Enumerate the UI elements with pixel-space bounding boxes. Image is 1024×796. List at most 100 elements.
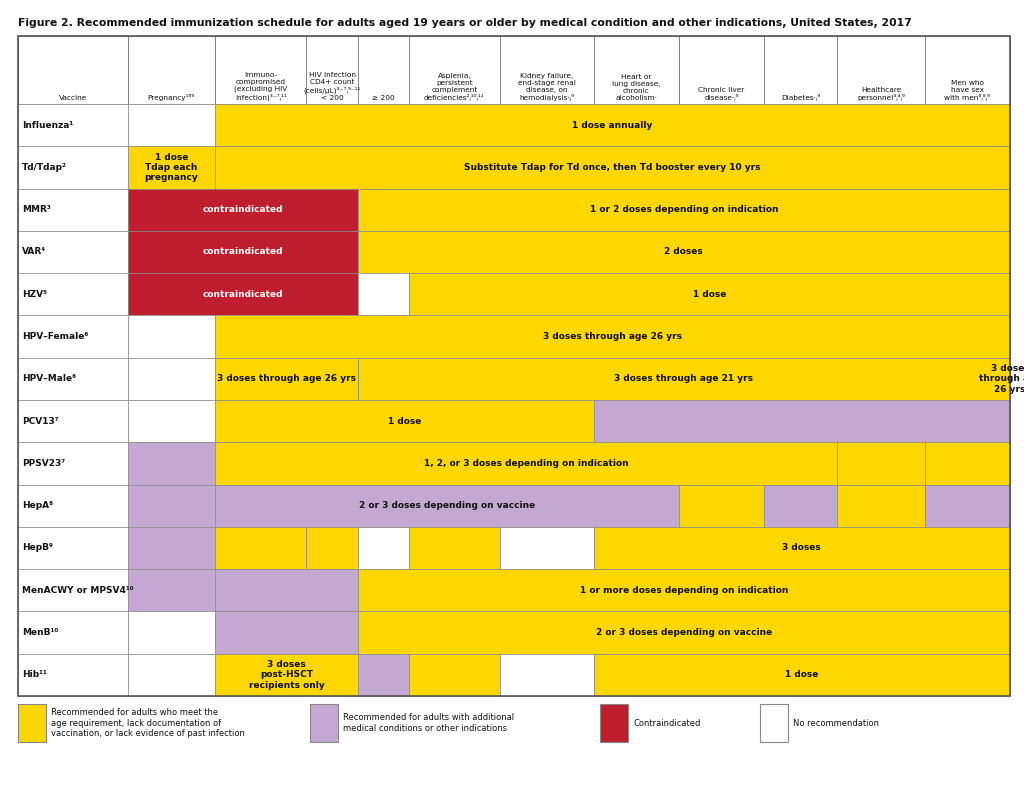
Text: Td/Tdap²: Td/Tdap² bbox=[22, 163, 67, 172]
Text: Pregnancy¹⁶⁹: Pregnancy¹⁶⁹ bbox=[147, 94, 195, 101]
Text: 3 doses through age 21 yrs: 3 doses through age 21 yrs bbox=[614, 374, 754, 384]
Bar bbox=[925, 36, 1010, 104]
Bar bbox=[128, 400, 215, 443]
Bar bbox=[215, 36, 306, 104]
Bar bbox=[18, 36, 1010, 696]
Text: 1 dose
Tdap each
pregnancy: 1 dose Tdap each pregnancy bbox=[144, 153, 199, 182]
Bar bbox=[18, 146, 128, 189]
Bar bbox=[18, 485, 128, 527]
Text: 3 doses through age 26 yrs: 3 doses through age 26 yrs bbox=[543, 332, 682, 341]
Bar bbox=[128, 189, 357, 231]
Bar bbox=[128, 231, 357, 273]
Text: 3 doses
post-HSCT
recipients only: 3 doses post-HSCT recipients only bbox=[249, 660, 325, 690]
Bar bbox=[838, 36, 925, 104]
Bar bbox=[215, 400, 594, 443]
Bar bbox=[128, 485, 215, 527]
Bar bbox=[128, 104, 215, 146]
Text: PCV13⁷: PCV13⁷ bbox=[22, 416, 58, 426]
Text: Contraindicated: Contraindicated bbox=[633, 719, 700, 728]
Bar bbox=[500, 654, 594, 696]
Text: 2 or 3 doses depending on vaccine: 2 or 3 doses depending on vaccine bbox=[596, 628, 772, 637]
Bar bbox=[764, 36, 838, 104]
Bar bbox=[215, 443, 838, 485]
Text: No recommendation: No recommendation bbox=[793, 719, 879, 728]
Bar bbox=[594, 400, 1010, 443]
Bar bbox=[18, 704, 46, 742]
Bar bbox=[128, 146, 215, 189]
Bar bbox=[128, 611, 215, 654]
Text: Diabetes·ⱼ⁹: Diabetes·ⱼ⁹ bbox=[781, 94, 820, 101]
Text: HPV–Female⁶: HPV–Female⁶ bbox=[22, 332, 88, 341]
Bar bbox=[838, 443, 925, 485]
Bar bbox=[679, 485, 764, 527]
Text: contraindicated: contraindicated bbox=[203, 290, 283, 298]
Text: MenACWY or MPSV4¹⁰: MenACWY or MPSV4¹⁰ bbox=[22, 586, 133, 595]
Bar bbox=[215, 485, 679, 527]
Text: Heart or
lung disease,
chronic
alcoholism·: Heart or lung disease, chronic alcoholis… bbox=[612, 74, 660, 101]
Bar bbox=[18, 569, 128, 611]
Text: Influenza¹: Influenza¹ bbox=[22, 121, 74, 130]
Text: HZV⁵: HZV⁵ bbox=[22, 290, 47, 298]
Bar bbox=[306, 527, 357, 569]
Bar bbox=[357, 527, 409, 569]
Text: Asplenia,
persistent
complement
deficiencies²ⱼ¹⁰ⱼ¹¹: Asplenia, persistent complement deficien… bbox=[424, 72, 484, 101]
Bar bbox=[128, 36, 215, 104]
Bar bbox=[215, 104, 1010, 146]
Text: HPV–Male⁶: HPV–Male⁶ bbox=[22, 374, 76, 384]
Text: 1 dose annually: 1 dose annually bbox=[572, 121, 652, 130]
Bar bbox=[215, 654, 357, 696]
Text: MMR³: MMR³ bbox=[22, 205, 51, 214]
Bar bbox=[215, 527, 306, 569]
Bar bbox=[18, 611, 128, 654]
Bar bbox=[128, 273, 357, 315]
Text: 2 doses: 2 doses bbox=[665, 248, 703, 256]
Bar bbox=[679, 36, 764, 104]
Text: HepA⁸: HepA⁸ bbox=[22, 501, 53, 510]
Bar bbox=[409, 36, 500, 104]
Bar bbox=[600, 704, 628, 742]
Text: 1 dose: 1 dose bbox=[785, 670, 818, 679]
Bar bbox=[760, 704, 788, 742]
Text: 1, 2, or 3 doses depending on indication: 1, 2, or 3 doses depending on indication bbox=[424, 459, 629, 468]
Bar bbox=[215, 569, 357, 611]
Text: Men who
have sex
with men⁶ⱼ⁸ⱼ⁹: Men who have sex with men⁶ⱼ⁸ⱼ⁹ bbox=[944, 80, 990, 101]
Text: PPSV23⁷: PPSV23⁷ bbox=[22, 459, 66, 468]
Bar bbox=[594, 527, 1010, 569]
Text: 1 or 2 doses depending on indication: 1 or 2 doses depending on indication bbox=[590, 205, 778, 214]
Bar bbox=[18, 443, 128, 485]
Bar bbox=[215, 611, 357, 654]
Text: 3 doses through age 26 yrs: 3 doses through age 26 yrs bbox=[217, 374, 356, 384]
Bar bbox=[128, 315, 215, 357]
Text: 3 doses
through age
26 yrs: 3 doses through age 26 yrs bbox=[979, 364, 1024, 394]
Bar bbox=[18, 315, 128, 357]
Bar bbox=[357, 611, 1010, 654]
Bar bbox=[500, 527, 594, 569]
Text: Chronic liver
disease·ⱼ⁹: Chronic liver disease·ⱼ⁹ bbox=[698, 87, 744, 101]
Bar bbox=[215, 146, 1010, 189]
Bar bbox=[18, 527, 128, 569]
Bar bbox=[500, 36, 594, 104]
Bar bbox=[409, 654, 500, 696]
Bar bbox=[925, 443, 1010, 485]
Bar bbox=[357, 654, 409, 696]
Bar bbox=[925, 485, 1010, 527]
Bar bbox=[310, 704, 338, 742]
Text: VAR⁴: VAR⁴ bbox=[22, 248, 46, 256]
Text: 3 doses: 3 doses bbox=[782, 544, 821, 552]
Text: contraindicated: contraindicated bbox=[203, 248, 283, 256]
Bar bbox=[215, 315, 1010, 357]
Text: Recommended for adults with additional
medical conditions or other indications: Recommended for adults with additional m… bbox=[343, 713, 514, 732]
Text: HepB⁹: HepB⁹ bbox=[22, 544, 53, 552]
Bar bbox=[838, 485, 925, 527]
Bar bbox=[357, 36, 409, 104]
Text: Hib¹¹: Hib¹¹ bbox=[22, 670, 47, 679]
Bar bbox=[18, 654, 128, 696]
Text: 1 or more doses depending on indication: 1 or more doses depending on indication bbox=[580, 586, 788, 595]
Text: MenB¹⁰: MenB¹⁰ bbox=[22, 628, 58, 637]
Bar bbox=[128, 654, 215, 696]
Text: ≥ 200: ≥ 200 bbox=[372, 95, 394, 101]
Bar bbox=[18, 189, 128, 231]
Bar bbox=[357, 231, 1010, 273]
Bar bbox=[594, 36, 679, 104]
Bar bbox=[18, 231, 128, 273]
